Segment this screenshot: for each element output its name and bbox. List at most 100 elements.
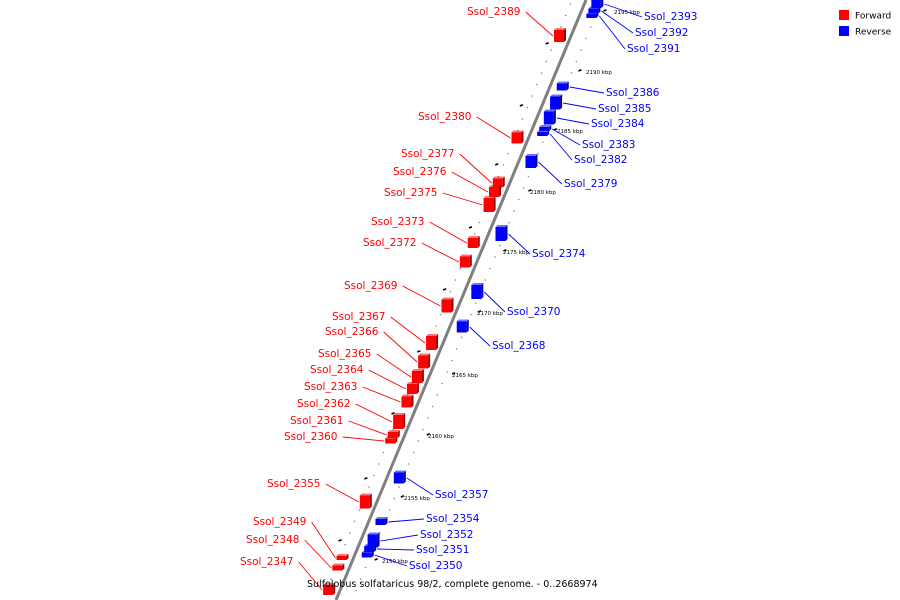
gene-ssol-2386[interactable]: Ssol_2386 [556,81,660,100]
gene-label[interactable]: Ssol_2350 [409,560,462,572]
gene-glyph-side [346,554,349,560]
gene-ssol-2377[interactable]: Ssol_2377 [401,148,505,188]
guide-dot [589,26,592,28]
gene-label[interactable]: Ssol_2379 [564,178,617,190]
gene-ssol-2372[interactable]: Ssol_2372 [363,237,472,268]
gene-ssol-2380[interactable]: Ssol_2380 [418,111,524,144]
gene-label[interactable]: Ssol_2376 [393,166,447,178]
gene-ssol-2392[interactable]: Ssol_2392 [588,6,688,40]
guide-dot [522,187,525,189]
gene-label[interactable]: Ssol_2380 [418,111,471,123]
gene-ssol-2348[interactable]: Ssol_2348 [246,534,345,571]
kbp-minor-mark [442,288,447,291]
gene-ssol-2383[interactable]: Ssol_2383 [539,125,635,151]
gene-ssol-2375[interactable]: Ssol_2375 [384,187,496,212]
guide-dot [427,417,429,419]
gene-ssol-2370[interactable]: Ssol_2370 [471,283,560,318]
kbp-tick-mark [426,433,431,436]
gene-ssol-2360[interactable]: Ssol_2360 [284,431,398,444]
gene-label[interactable]: Ssol_2351 [416,544,469,556]
gene-ssol-2347[interactable]: Ssol_2347 [240,556,336,595]
gene-label[interactable]: Ssol_2375 [384,187,437,199]
gene-glyph [488,187,499,197]
gene-label[interactable]: Ssol_2386 [606,87,660,99]
gene-glyph-top [406,382,419,384]
gene-label[interactable]: Ssol_2357 [435,489,488,501]
gene-glyph [511,132,522,144]
guide-dot [435,325,437,327]
gene-label[interactable]: Ssol_2355 [267,478,320,490]
gene-label[interactable]: Ssol_2389 [467,6,520,18]
gene-ssol-2374[interactable]: Ssol_2374 [495,225,586,260]
gene-label[interactable]: Ssol_2392 [635,27,688,39]
gene-ssol-2373[interactable]: Ssol_2373 [371,216,480,248]
gene-ssol-2382[interactable]: Ssol_2382 [537,130,627,166]
gene-ssol-2376[interactable]: Ssol_2376 [393,166,501,197]
gene-ssol-2351[interactable]: Ssol_2351 [364,544,469,556]
gene-ssol-2389[interactable]: Ssol_2389 [467,6,566,42]
guide-dot [355,589,357,592]
guide-dot [513,210,515,212]
gene-ssol-2355[interactable]: Ssol_2355 [267,478,372,509]
gene-ssol-2368[interactable]: Ssol_2368 [456,319,546,353]
gene-ssol-2363[interactable]: Ssol_2363 [304,381,414,408]
gene-ssol-2369[interactable]: Ssol_2369 [344,280,454,313]
kbp-minor-mark [468,226,473,229]
gene-label[interactable]: Ssol_2374 [532,248,586,260]
gene-label[interactable]: Ssol_2391 [627,43,680,55]
gene-label[interactable]: Ssol_2361 [290,415,343,427]
gene-label[interactable]: Ssol_2372 [363,237,416,249]
gene-ssol-2385[interactable]: Ssol_2385 [550,94,651,116]
gene-label[interactable]: Ssol_2365 [318,348,371,360]
gene-leader-line [508,233,531,255]
gene-label[interactable]: Ssol_2385 [598,103,651,115]
gene-ssol-2391[interactable]: Ssol_2391 [586,12,680,55]
gene-label[interactable]: Ssol_2352 [420,529,473,541]
gene-ssol-2365[interactable]: Ssol_2365 [318,348,424,383]
gene-label[interactable]: Ssol_2382 [574,154,627,166]
guide-dot [545,60,548,63]
gene-ssol-2393[interactable]: Ssol_2393 [591,0,697,23]
gene-ssol-2362[interactable]: Ssol_2362 [297,398,406,429]
gene-ssol-2361[interactable]: Ssol_2361 [290,415,400,438]
gene-leader-line [598,15,626,50]
gene-label[interactable]: Ssol_2377 [401,148,454,160]
gene-label[interactable]: Ssol_2349 [253,516,306,528]
gene-glyph-side [371,550,374,558]
gene-glyph-side [395,436,398,444]
gene-label[interactable]: Ssol_2383 [582,139,635,151]
gene-label[interactable]: Ssol_2366 [325,326,379,338]
gene-label[interactable]: Ssol_2368 [492,340,545,352]
gene-ssol-2352[interactable]: Ssol_2352 [367,529,474,548]
gene-ssol-2354[interactable]: Ssol_2354 [375,513,480,525]
gene-ssol-2364[interactable]: Ssol_2364 [310,364,419,394]
gene-label[interactable]: Ssol_2384 [591,118,645,130]
gene-label[interactable]: Ssol_2363 [304,381,357,393]
gene-label[interactable]: Ssol_2348 [246,534,299,546]
gene-label[interactable]: Ssol_2393 [644,11,697,23]
gene-leader-line [348,420,387,436]
gene-label[interactable]: Ssol_2360 [284,431,337,443]
gene-glyph [471,285,482,299]
gene-ssol-2357[interactable]: Ssol_2357 [393,470,489,502]
gene-label[interactable]: Ssol_2367 [332,311,385,323]
gene-label[interactable]: Ssol_2373 [371,216,424,228]
guide-dot [473,233,476,235]
gene-label[interactable]: Ssol_2354 [426,513,480,525]
gene-ssol-2379[interactable]: Ssol_2379 [525,154,617,190]
gene-label[interactable]: Ssol_2369 [344,280,397,292]
gene-glyph-side [481,283,484,299]
gene-ssol-2366[interactable]: Ssol_2366 [325,326,431,369]
guide-dot [527,175,530,178]
gene-label[interactable]: Ssol_2364 [310,364,364,376]
gene-label[interactable]: Ssol_2347 [240,556,293,568]
gene-label[interactable]: Ssol_2362 [297,398,350,410]
gene-label[interactable]: Ssol_2370 [507,306,560,318]
gene-ssol-2350[interactable]: Ssol_2350 [361,550,463,573]
guide-dot [569,3,572,5]
gene-ssol-2367[interactable]: Ssol_2367 [332,311,439,350]
kbp-minor-mark [417,350,421,353]
gene-ssol-2384[interactable]: Ssol_2384 [543,109,645,131]
gene-ssol-2349[interactable]: Ssol_2349 [253,516,349,560]
gene-leader-line [368,369,407,390]
